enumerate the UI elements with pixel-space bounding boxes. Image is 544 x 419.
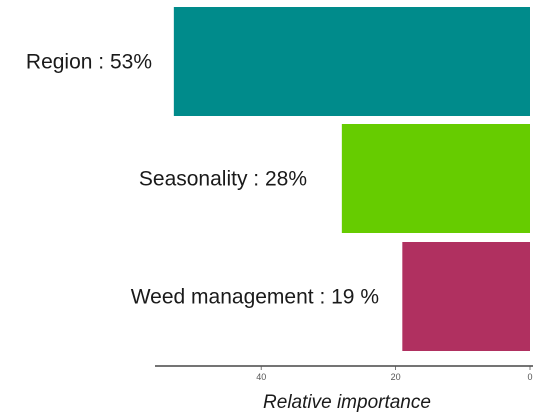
x-tick-label-0: 0 <box>527 372 532 382</box>
category-label-region: Region : 53% <box>26 51 152 74</box>
category-label-seasonality: Seasonality : 28% <box>139 168 307 191</box>
bar-weed-management <box>402 242 530 351</box>
x-tick-label-40: 40 <box>256 372 266 382</box>
x-axis-title: Relative importance <box>263 392 431 413</box>
bars-group <box>173 7 530 351</box>
category-label-weed-management: Weed management : 19 % <box>131 286 379 309</box>
bar-region <box>173 7 530 116</box>
x-axis-ticks-group: 40 20 0 <box>256 366 533 382</box>
bar-seasonality <box>341 124 530 233</box>
category-labels-group: Region : 53% Seasonality : 28% Weed manage… <box>26 51 379 309</box>
x-tick-label-20: 20 <box>391 372 401 382</box>
